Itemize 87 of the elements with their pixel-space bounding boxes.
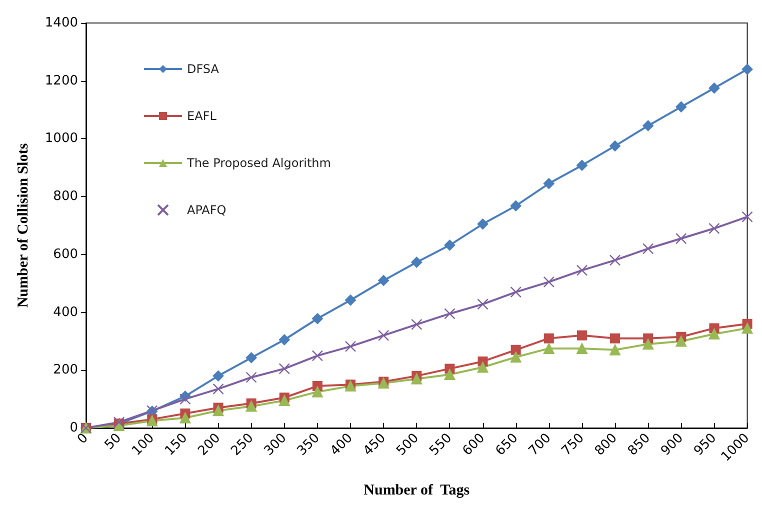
x-tick-label: 150 <box>162 430 190 459</box>
point <box>212 405 224 416</box>
point <box>543 276 554 288</box>
point <box>345 294 356 306</box>
point <box>312 350 324 362</box>
x-tick-label: 800 <box>592 430 620 459</box>
x-tick-label: 200 <box>195 430 224 459</box>
point <box>278 334 290 346</box>
point <box>312 313 323 324</box>
point <box>642 120 654 132</box>
x-tick-label: 450 <box>360 430 389 459</box>
point <box>708 82 720 94</box>
legend-label: EAFL <box>187 109 217 123</box>
legend-label: APAFQ <box>187 203 226 217</box>
x-axis-title: Number of Tags <box>364 482 470 498</box>
y-tick-label: 200 <box>53 362 78 378</box>
legend-label: DFSA <box>187 62 220 76</box>
point <box>510 352 522 363</box>
y-tick-label: 1200 <box>44 73 78 88</box>
y-tick-label: 800 <box>53 189 78 204</box>
x-tick-label: 850 <box>625 430 654 459</box>
point <box>576 264 588 276</box>
point <box>610 140 621 152</box>
point <box>544 333 554 344</box>
point <box>543 342 554 354</box>
x-tick-label: 300 <box>262 430 290 459</box>
point <box>411 318 422 330</box>
x-tick-label: 550 <box>426 430 456 459</box>
point <box>742 64 753 75</box>
x-tick-label: 750 <box>559 430 588 459</box>
point <box>444 368 456 380</box>
x-tick-label: 600 <box>460 430 488 459</box>
point <box>576 342 588 354</box>
y-tick-label: 1000 <box>44 131 78 146</box>
x-tick-label: 650 <box>492 430 522 459</box>
point <box>278 363 290 374</box>
point <box>378 330 390 342</box>
x-tick-label: 50 <box>102 430 124 453</box>
point <box>676 232 687 244</box>
point <box>576 160 588 171</box>
point <box>642 338 654 350</box>
point <box>344 340 356 352</box>
point <box>510 286 522 298</box>
point <box>246 372 257 383</box>
point <box>510 200 522 212</box>
point <box>708 328 720 340</box>
y-tick-label: 600 <box>53 246 78 262</box>
x-tick-label: 700 <box>526 430 554 459</box>
point <box>444 240 456 251</box>
point <box>411 256 422 268</box>
point <box>444 308 456 320</box>
x-tick-label: 500 <box>394 430 422 459</box>
point <box>278 395 290 406</box>
y-tick-label: 400 <box>53 304 78 320</box>
point <box>708 222 720 234</box>
point <box>212 383 224 395</box>
x-tick-label: 250 <box>228 430 257 459</box>
point <box>543 178 554 190</box>
x-tick-label: 100 <box>129 430 158 459</box>
point <box>477 218 488 230</box>
point <box>378 274 390 286</box>
x-tick-label: 950 <box>691 430 720 459</box>
point <box>676 336 687 347</box>
point <box>312 386 323 398</box>
point <box>742 322 753 334</box>
point <box>742 211 753 222</box>
point <box>609 254 621 266</box>
x-tick-label: 400 <box>328 430 356 459</box>
point <box>212 370 224 382</box>
point <box>246 400 257 412</box>
point <box>180 393 191 405</box>
point <box>610 333 620 344</box>
y-tick-label: 1400 <box>44 16 78 30</box>
point <box>676 101 687 112</box>
point <box>642 243 654 254</box>
y-axis-title: Number of Collision Slots <box>16 143 32 308</box>
x-tick-label: 900 <box>658 430 686 459</box>
point <box>576 330 587 340</box>
point <box>180 412 191 424</box>
point <box>411 373 422 384</box>
point <box>246 352 257 364</box>
point <box>510 344 521 355</box>
legend-label: The Proposed Algorithm <box>186 156 331 170</box>
x-tick-label: 350 <box>294 430 323 459</box>
point <box>610 344 621 356</box>
point <box>477 298 488 310</box>
point <box>477 362 488 373</box>
